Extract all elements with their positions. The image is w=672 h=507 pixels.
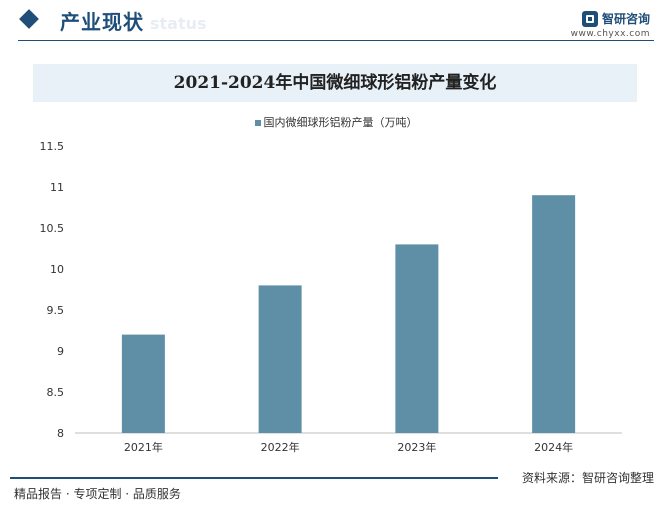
x-tick-label: 2021年: [124, 440, 163, 454]
chart-title-band: 2021-2024年中国微细球形铝粉产量变化: [33, 64, 637, 102]
y-tick-label: 9.5: [47, 304, 65, 317]
header: 产业现状 status 智研咨询 www.chyxx.com: [0, 0, 672, 46]
legend-label: 国内微细球形铝粉产量（万吨）: [263, 116, 418, 129]
section-subtitle: status: [150, 14, 207, 33]
brand: 智研咨询 www.chyxx.com: [571, 8, 650, 39]
legend: 国内微细球形铝粉产量（万吨）: [0, 114, 672, 130]
section-title: 产业现状: [60, 10, 144, 34]
brand-url: www.chyxx.com: [570, 29, 650, 39]
y-tick-label: 8.5: [47, 386, 65, 399]
footer-divider: [10, 477, 498, 479]
brand-name: 智研咨询: [601, 12, 650, 26]
source-note: 资料来源：智研咨询整理: [521, 471, 654, 485]
y-tick-label: 8: [57, 427, 64, 440]
brand-logo-icon: [581, 10, 598, 27]
y-tick-label: 11.5: [40, 140, 65, 153]
bar: [121, 334, 165, 433]
y-tick-label: 10.5: [40, 222, 65, 235]
footer-tagline: 精品报告 · 专项定制 · 品质服务: [14, 487, 181, 501]
x-tick-label: 2024年: [534, 440, 573, 454]
bar: [532, 195, 576, 433]
x-tick-label: 2022年: [261, 440, 300, 454]
y-tick-label: 10: [50, 263, 64, 276]
y-tick-label: 9: [57, 345, 64, 358]
y-tick-label: 11: [50, 181, 64, 194]
chart-title: 2021-2024年中国微细球形铝粉产量变化: [173, 73, 497, 93]
x-tick-label: 2023年: [397, 440, 436, 454]
bar: [395, 244, 439, 433]
header-divider: [18, 40, 654, 41]
legend-swatch: [254, 120, 261, 126]
bar: [258, 285, 302, 433]
